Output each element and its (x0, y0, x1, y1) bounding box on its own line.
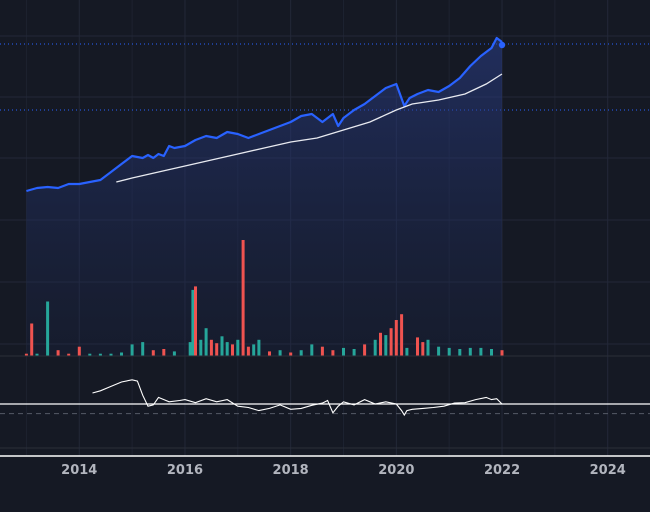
x-tick-label: 2014 (61, 463, 97, 478)
volume-bar (172, 351, 176, 356)
price-pane (0, 36, 650, 356)
x-tick-label: 2020 (378, 463, 414, 478)
volume-bar (490, 349, 493, 356)
volume-bar (56, 350, 60, 356)
volume-bar (231, 344, 234, 356)
volume-bar (252, 344, 256, 356)
volume-bar (373, 339, 377, 356)
volume-bar (215, 343, 219, 356)
volume-bar (352, 349, 356, 356)
volume-bar (236, 339, 240, 356)
volume-bar (268, 351, 271, 356)
volume-bar (220, 336, 224, 356)
volume-bar (46, 301, 50, 356)
volume-bar (35, 353, 39, 356)
volume-bar (400, 314, 404, 356)
price-area-fill (26, 38, 503, 356)
volume-bar (405, 347, 409, 356)
volume-bar (24, 353, 28, 356)
volume-bar (109, 353, 113, 356)
volume-bar (379, 332, 382, 356)
volume-bar (67, 353, 71, 356)
oscillator-line (92, 379, 503, 417)
volume-bar (199, 339, 203, 356)
x-tick-label: 2024 (590, 463, 626, 478)
volume-bar (194, 286, 197, 356)
volume-bar (241, 240, 245, 356)
volume-bar (204, 328, 208, 356)
price-last-point (498, 41, 506, 49)
volume-bar (141, 342, 145, 356)
x-axis: 2014 2016 2018 2020 2022 2024 (61, 463, 626, 478)
volume-bar (479, 347, 483, 356)
x-tick-label: 2018 (273, 463, 309, 478)
volume-bar (246, 346, 250, 356)
volume-bar (331, 350, 335, 356)
volume-bar (188, 342, 192, 356)
volume-bar (468, 347, 472, 356)
volume-bar (191, 289, 195, 356)
volume-bar (278, 350, 282, 356)
volume-bar (458, 349, 462, 356)
volume-bar (447, 347, 451, 356)
moving-average-line (116, 73, 503, 183)
volume-bar (389, 328, 393, 356)
volume-bar (30, 323, 34, 356)
volume-bar (416, 337, 419, 356)
volume-bar (299, 350, 303, 356)
volume-bar (120, 352, 123, 356)
volume-bar (426, 339, 430, 356)
volume-bar (394, 320, 398, 356)
volume-bar (162, 349, 166, 356)
oscillator-pane (0, 379, 650, 457)
volume-bar (88, 353, 92, 356)
volume-bar (363, 344, 367, 356)
volume-bar (130, 344, 134, 356)
volume-bar (151, 350, 155, 356)
volume-bar (289, 352, 293, 356)
volume-bar (209, 339, 213, 356)
price-line (26, 36, 503, 193)
x-tick-label: 2016 (167, 463, 203, 478)
x-tick-label: 2022 (484, 463, 520, 478)
volume-bar (421, 342, 425, 356)
volume-bar (384, 335, 388, 356)
volume-bar (310, 344, 314, 356)
volume-bar (98, 353, 102, 356)
volume-bar (77, 346, 81, 356)
volume-bar (257, 339, 261, 356)
volume-bar (342, 347, 345, 356)
volume-bar (500, 350, 504, 356)
volume-bar (320, 346, 324, 356)
volume-bar (437, 346, 441, 356)
volume-pane (0, 240, 650, 357)
volume-bar (225, 342, 229, 356)
